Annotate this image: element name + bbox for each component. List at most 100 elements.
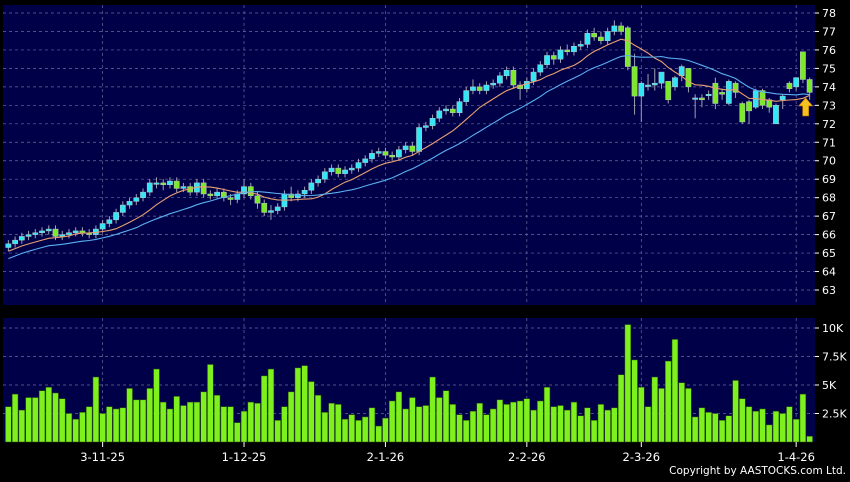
volume-bar <box>792 418 800 443</box>
volume-bar <box>745 406 753 443</box>
volume-bar <box>590 420 598 443</box>
price-tick-label: 66 <box>822 229 836 242</box>
volume-bar <box>119 407 127 443</box>
volume-bar <box>213 395 221 443</box>
candle <box>449 105 456 117</box>
candle <box>577 40 584 50</box>
price-tick-label: 74 <box>822 81 836 94</box>
volume-bar <box>281 406 288 443</box>
price-tick-label: 72 <box>822 118 836 131</box>
volume-bar <box>254 402 261 443</box>
candle <box>402 142 409 154</box>
candle <box>786 81 793 93</box>
volume-bar <box>739 398 746 443</box>
axis-labels: 63 64 65 66 67 68 69 70 71 72 73 74 75 76 77 78 2.5K 5K 7.… <box>80 7 847 464</box>
volume-bar <box>274 420 281 443</box>
volume-bar <box>469 410 477 443</box>
volume-tick-label: 7.5K <box>822 351 847 364</box>
candle <box>241 179 247 198</box>
candle <box>436 107 443 122</box>
volume-bar <box>523 398 531 443</box>
candle <box>200 179 207 198</box>
candle <box>806 77 813 100</box>
candle <box>167 177 173 189</box>
volume-bar <box>422 405 430 443</box>
volume-bar <box>530 409 537 443</box>
price-tick-label: 67 <box>822 210 836 223</box>
volume-bar <box>779 413 786 443</box>
candle <box>106 216 113 228</box>
candle <box>140 188 146 202</box>
candle <box>800 51 806 84</box>
candle <box>389 151 396 161</box>
volume-bar <box>732 380 739 443</box>
candle <box>497 72 503 87</box>
volume-bar <box>496 399 504 443</box>
candle <box>773 103 779 125</box>
volume-bar <box>65 413 73 443</box>
candle <box>746 99 752 124</box>
candle <box>335 164 342 178</box>
candle <box>658 71 665 89</box>
candle <box>261 199 268 217</box>
volume-bar <box>557 405 564 443</box>
candle <box>328 164 335 176</box>
volume-bars <box>5 324 813 443</box>
candle <box>557 46 564 63</box>
moving-averages <box>8 38 810 260</box>
candle <box>382 147 389 159</box>
volume-bar <box>133 399 140 443</box>
volume-bar <box>456 414 463 443</box>
price-tick-label: 68 <box>822 192 836 205</box>
candle <box>685 68 692 93</box>
candle <box>699 94 705 108</box>
volume-bar <box>301 365 308 443</box>
candle <box>550 51 557 65</box>
volume-bar <box>665 360 672 443</box>
price-tick-label: 63 <box>822 284 836 297</box>
volume-bar <box>139 399 147 443</box>
volume-bar <box>227 406 234 443</box>
volume-bar <box>25 397 32 443</box>
volume-bar <box>308 381 315 443</box>
volume-bar <box>234 422 241 443</box>
candle <box>18 232 25 244</box>
candle <box>126 197 133 209</box>
candle <box>571 42 577 56</box>
volume-bar <box>375 425 382 443</box>
volume-bar <box>126 388 133 443</box>
volume-bar <box>106 406 113 443</box>
candle <box>537 61 544 76</box>
volume-bar <box>671 339 679 443</box>
volume-bar <box>382 417 389 443</box>
volume-bar <box>85 406 93 443</box>
volume-bar <box>314 395 322 443</box>
candle <box>5 240 12 252</box>
candle <box>99 219 106 233</box>
volume-bar <box>463 420 470 443</box>
candle <box>564 44 571 56</box>
volume-bar <box>712 413 719 443</box>
volume-bar <box>718 420 726 443</box>
candle <box>672 75 678 91</box>
volume-bar <box>38 390 46 443</box>
candle <box>12 236 18 248</box>
volume-bar <box>355 420 362 443</box>
volume-bar <box>5 406 12 443</box>
candle <box>32 229 39 239</box>
volume-bar <box>543 387 551 443</box>
date-tick-label: 2-3-26 <box>623 450 661 464</box>
volume-bar <box>99 413 106 443</box>
candle <box>72 227 79 237</box>
candle <box>544 51 550 69</box>
candle <box>793 77 800 91</box>
candle <box>591 27 598 41</box>
price-tick-label: 65 <box>822 247 836 260</box>
candle <box>375 147 382 158</box>
candle <box>429 114 436 130</box>
candle <box>308 179 315 194</box>
volume-bar <box>173 396 180 443</box>
volume-bar <box>72 418 79 443</box>
ma-20-line <box>8 55 810 260</box>
candle <box>214 188 220 200</box>
